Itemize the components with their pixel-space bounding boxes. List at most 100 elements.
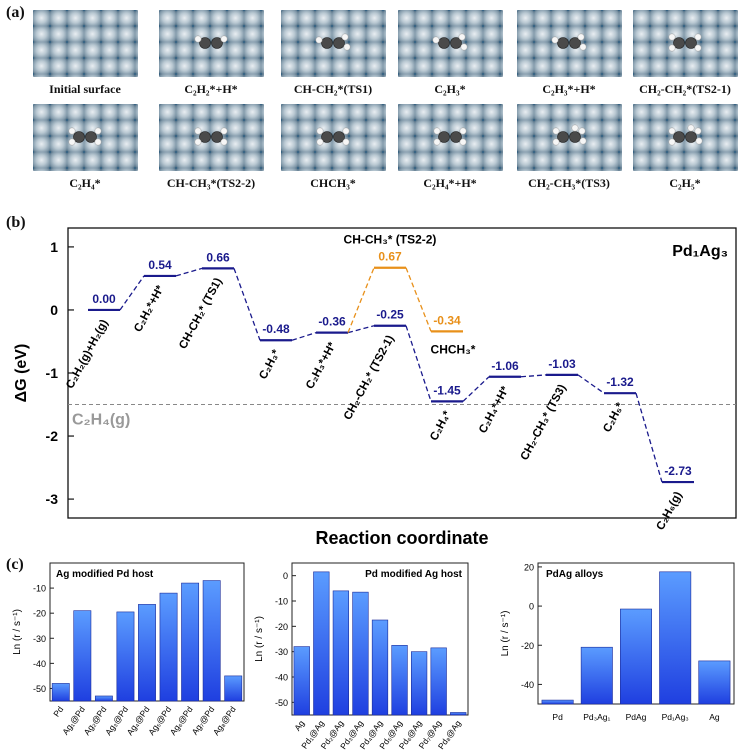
x-tick-label: Pd — [51, 704, 65, 718]
y-tick-label: -10 — [33, 584, 46, 594]
bar — [659, 571, 692, 705]
carbon-atom — [73, 131, 85, 143]
structure-image — [33, 10, 138, 77]
structure-image — [159, 104, 264, 171]
energy-value-label: -1.32 — [606, 375, 634, 389]
hydrogen-atom — [220, 127, 228, 135]
structure-image — [398, 104, 503, 171]
carbon-atom — [85, 131, 97, 143]
hydrogen-atom — [668, 127, 676, 135]
connector-line — [119, 275, 145, 311]
panel-b-label: (b) — [6, 214, 26, 231]
energy-value-label: 0.66 — [206, 250, 230, 264]
panel-c-label: (c) — [6, 556, 24, 573]
structure-image — [517, 10, 622, 77]
y-tick-label: 0 — [529, 602, 534, 612]
hydrogen-atom — [459, 127, 467, 135]
structure-caption: CH₂-CH₂*(TS2-1) — [639, 82, 731, 96]
hydrogen-atom — [694, 33, 702, 41]
connector-line — [405, 267, 432, 332]
structure-caption: Initial surface — [49, 82, 121, 96]
connector-line — [577, 374, 605, 394]
energy-value-label: -1.45 — [433, 383, 461, 397]
connector-line — [291, 332, 317, 341]
y-tick-label: -20 — [275, 622, 288, 632]
energy-value-label: -1.06 — [491, 359, 519, 373]
bar-chart-ag-modified-pd: -10 -20 -30 -40 -50 Ln (r / s⁻¹) Ag modified P… — [12, 562, 245, 737]
structure-caption: CHCH₃* — [310, 176, 356, 190]
structure-caption: C₂H₄*+H* — [423, 176, 477, 190]
bar — [94, 695, 113, 702]
hydrogen-atom — [552, 127, 560, 135]
bar — [116, 611, 135, 702]
connector-line — [405, 325, 432, 402]
hydrogen-atom — [316, 138, 324, 146]
bar — [202, 580, 221, 702]
hydrogen-atom — [220, 35, 228, 43]
structure-image — [517, 104, 622, 171]
hydrogen-atom — [94, 138, 102, 146]
connector-line — [462, 376, 490, 402]
connector-line — [233, 268, 261, 341]
y-axis-label: Ln (r / s⁻¹) — [500, 611, 511, 657]
structure-image — [159, 10, 264, 77]
energy-value-label: -0.36 — [318, 315, 346, 329]
bar — [159, 592, 178, 702]
structure-caption: CH-CH₃*(TS2-2) — [166, 176, 256, 190]
hydrogen-atom — [68, 127, 76, 135]
catalyst-label: Pd₁Ag₃ — [672, 243, 728, 260]
species-label: C₂H₃*+H* — [304, 340, 339, 391]
carbon-atom — [450, 131, 462, 143]
hydrogen-atom — [460, 43, 468, 51]
structure-image — [281, 10, 386, 77]
species-label: C₂H₄* — [428, 409, 454, 443]
carbon-atom — [211, 131, 223, 143]
bar — [332, 590, 350, 716]
hydrogen-atom — [342, 127, 350, 135]
y-tick-label: -50 — [33, 684, 46, 694]
carbon-atom — [685, 131, 697, 143]
hydrogen-atom — [194, 35, 202, 43]
species-label: CH₂-CH₃* (TS3) — [519, 383, 569, 463]
y-tick-label: -1 — [46, 365, 59, 381]
adsorbate-molecule — [668, 33, 702, 52]
energy-value-label: -1.03 — [548, 357, 576, 371]
bar — [51, 683, 70, 702]
hydrogen-atom — [551, 36, 559, 44]
structure-image — [281, 104, 386, 171]
carbon-atom — [438, 131, 450, 143]
hydrogen-atom — [343, 43, 351, 51]
y-tick-label: 1 — [50, 239, 58, 255]
hydrogen-atom — [341, 33, 349, 41]
species-label: C₂H₂(g)+H₂(g) — [64, 318, 111, 391]
structure-caption: C₂H₅* — [669, 176, 701, 190]
adsorbate-molecule — [552, 124, 587, 146]
species-label: C₂H₂*+H* — [132, 283, 167, 334]
bar — [224, 675, 243, 702]
y-tick-label: 0 — [283, 571, 288, 581]
energy-value-label: -2.73 — [664, 464, 692, 478]
bar-chart-pd-modified-ag: 0 -10 -20 -30 -40 -50 Ln (r / s⁻¹) Pd modified … — [254, 562, 469, 751]
hydrogen-atom — [68, 138, 76, 146]
structure-image — [398, 10, 503, 77]
y-axis-label: ΔG (eV) — [13, 344, 30, 403]
carbon-atom — [321, 37, 333, 49]
species-label: CH-CH₂* (TS1) — [177, 276, 225, 351]
species-label: C₂H₃* — [257, 348, 283, 382]
adsorbate-molecule — [194, 35, 228, 49]
bar — [698, 660, 731, 705]
energy-value-label: -0.25 — [376, 308, 404, 322]
bar — [541, 699, 574, 705]
structure-caption: C₂H₄* — [69, 176, 101, 190]
hydrogen-atom — [668, 138, 676, 146]
hydrogen-atom — [432, 36, 440, 44]
carbon-atom — [199, 37, 211, 49]
bar — [181, 582, 200, 702]
bar — [352, 591, 369, 716]
y-tick-label: -30 — [275, 647, 288, 657]
species-label: CHCH₃* — [431, 342, 476, 356]
connector-line — [347, 325, 375, 334]
energy-value-label: -0.48 — [262, 322, 290, 336]
hydrogen-atom — [459, 138, 467, 146]
structure-caption: C₂H₃*+H* — [542, 82, 596, 96]
